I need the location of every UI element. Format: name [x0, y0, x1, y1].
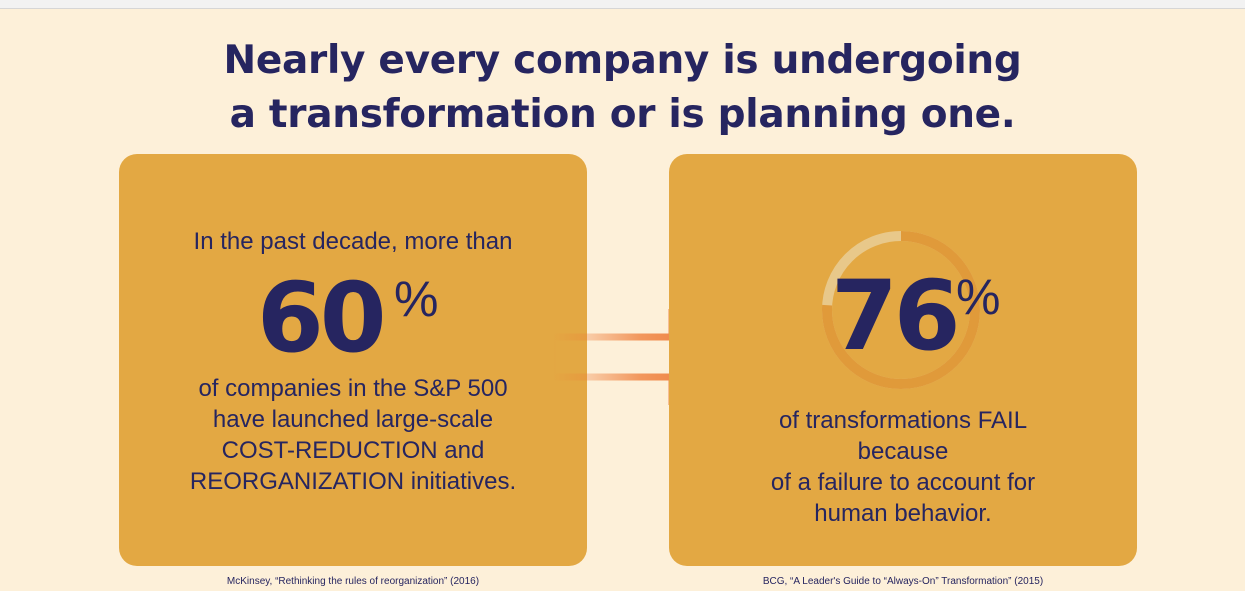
- left-card-intro: In the past decade, more than: [193, 228, 513, 255]
- right-card-description: of transformations FAIL because of a fai…: [669, 405, 1137, 529]
- right-source-citation: BCG, “A Leader's Guide to “Always-On” Tr…: [762, 576, 1044, 587]
- left-source-citation: McKinsey, “Rethinking the rules of reorg…: [226, 576, 480, 587]
- title-line-2: a transformation or is planning one.: [229, 92, 1016, 137]
- left-card-description: of companies in the S&P 500 have launche…: [119, 373, 587, 497]
- stat-card-right: 76 % of transformations FAIL because of …: [669, 154, 1137, 566]
- left-card-unit: %: [394, 271, 439, 327]
- right-desc-line-4: human behavior.: [814, 500, 992, 527]
- right-card-unit: %: [956, 269, 1001, 325]
- browser-top-bar: [0, 0, 1245, 9]
- left-desc-line-1: of companies in the S&P 500: [198, 375, 508, 402]
- left-card-value: 60: [257, 262, 387, 374]
- stat-card-left: In the past decade, more than 60 % of co…: [119, 154, 587, 566]
- left-desc-line-4: REORGANIZATION initiatives.: [189, 468, 517, 495]
- left-desc-line-3: COST-REDUCTION and: [221, 437, 485, 464]
- right-desc-line-2: because: [857, 438, 949, 465]
- page-title: Nearly every company is undergoing a tra…: [0, 34, 1245, 142]
- title-line-1: Nearly every company is undergoing: [223, 38, 1022, 83]
- progress-ring-icon: [822, 231, 980, 389]
- right-desc-line-3: of a failure to account for: [770, 469, 1036, 496]
- right-card-value: 76: [831, 260, 961, 372]
- left-desc-line-2: have launched large-scale: [212, 406, 494, 433]
- right-desc-line-1: of transformations FAIL: [778, 407, 1028, 434]
